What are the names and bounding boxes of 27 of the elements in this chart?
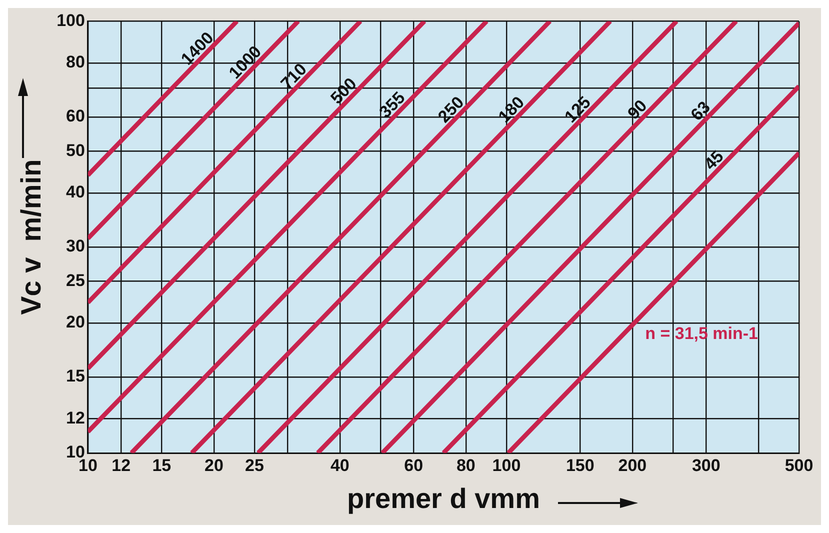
x-tick-label: 60 xyxy=(404,456,424,475)
text: 355 xyxy=(375,88,409,122)
x-tick-label: 25 xyxy=(245,456,264,475)
y-tick-label: 12 xyxy=(66,408,85,428)
y-tick-label: 80 xyxy=(66,52,85,72)
y-tick-label: 25 xyxy=(66,270,85,290)
y-tick-label: 60 xyxy=(66,106,85,126)
y-tick-label: 100 xyxy=(56,10,85,30)
x-tick-label: 200 xyxy=(618,456,647,475)
y-tick-label: 50 xyxy=(66,140,85,160)
x-tick-label: 15 xyxy=(152,456,172,475)
text: 250 xyxy=(434,92,468,126)
x-tick-label: 40 xyxy=(330,456,350,475)
y-tick-label: 20 xyxy=(66,312,85,332)
x-tick-label: 12 xyxy=(112,456,131,475)
x-tick-label: 300 xyxy=(692,456,720,475)
y-axis-title: Vc v m/min xyxy=(16,159,47,315)
x-tick-label: 100 xyxy=(492,456,521,475)
y-tick-label: 15 xyxy=(66,366,85,386)
x-tick-label: 80 xyxy=(456,456,476,475)
y-tick-label: 40 xyxy=(66,182,85,202)
x-tick-label: 150 xyxy=(566,456,594,475)
x-tick-label: 20 xyxy=(204,456,224,475)
x-axis-title: premer d vmm xyxy=(346,482,540,514)
text: 45 xyxy=(700,146,728,174)
y-tick-label: 30 xyxy=(66,236,85,256)
x-tick-label: 500 xyxy=(784,456,814,475)
